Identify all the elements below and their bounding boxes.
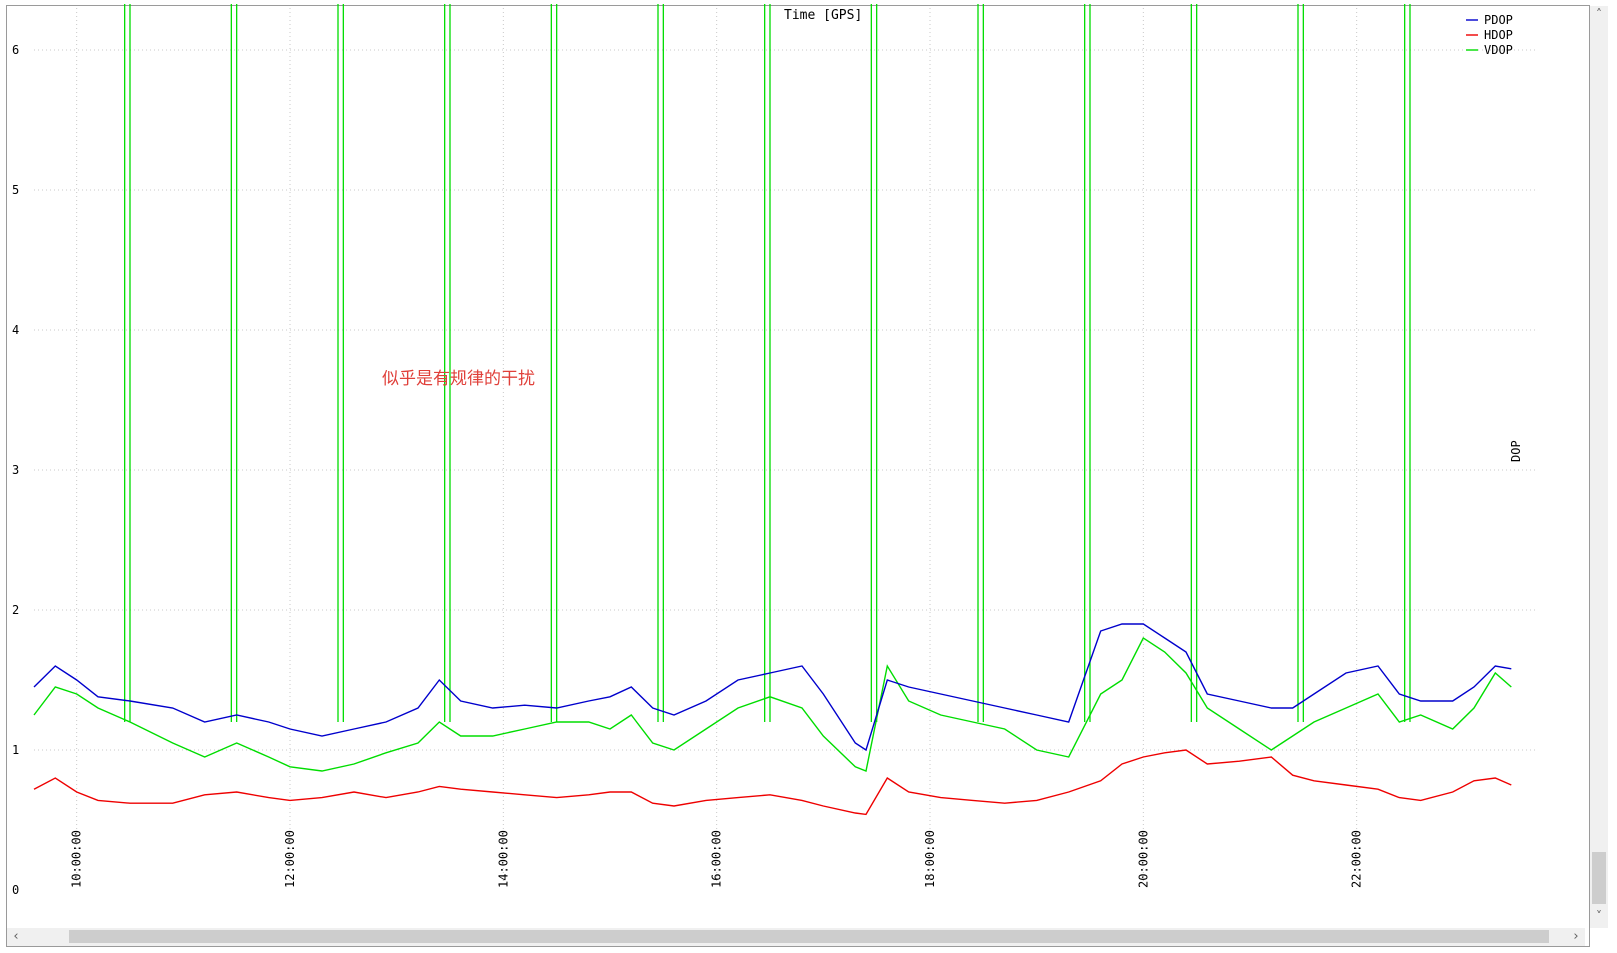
y-axis-ticks: 0 1 2 3 4 5 6: [12, 43, 19, 897]
y-tick-label: 5: [12, 183, 19, 197]
x-tick-label: 14:00:00: [496, 830, 510, 888]
chart-title: Time [GPS]: [784, 8, 862, 23]
grid-lines: [34, 8, 1538, 882]
legend-label-hdop: HDOP: [1484, 28, 1513, 42]
annotation-text: 似乎是有规律的干扰: [382, 369, 535, 389]
y-tick-label: 6: [12, 43, 19, 57]
y-tick-label: 1: [12, 743, 19, 757]
vertical-scroll-thumb[interactable]: [1592, 852, 1606, 904]
x-axis-ticks: 10:00:00 12:00:00 14:00:00 16:00:00 18:00:00…: [70, 830, 1364, 888]
x-tick-label: 10:00:00: [70, 830, 84, 888]
series-line-pdop: [33, 623, 1512, 752]
series-line-hdop: [33, 749, 1512, 816]
x-tick-label: 22:00:00: [1350, 830, 1364, 888]
vertical-scrollbar[interactable]: ˄ ˅: [1590, 6, 1608, 928]
legend-label-pdop: PDOP: [1484, 13, 1513, 27]
horizontal-scroll-thumb[interactable]: [69, 930, 1549, 943]
horizontal-scrollbar[interactable]: ‹ ›: [7, 928, 1585, 946]
dop-line-chart: 0 1 2 3 4 5 6 10:00:00 12:00:00 14:00:00 16:00:00…: [12, 4, 1538, 897]
chart-frame: [6, 5, 1590, 947]
scroll-right-icon[interactable]: ›: [1573, 929, 1579, 944]
legend-label-vdop: VDOP: [1484, 43, 1513, 57]
x-tick-label: 12:00:00: [283, 830, 297, 888]
scroll-down-icon[interactable]: ˅: [1596, 909, 1602, 923]
y-tick-label: 2: [12, 603, 19, 617]
y-tick-label: 4: [12, 323, 19, 337]
x-tick-label: 18:00:00: [923, 830, 937, 888]
scroll-up-icon[interactable]: ˄: [1596, 7, 1602, 21]
y-axis-label: DOP: [1509, 440, 1523, 462]
x-tick-label: 16:00:00: [710, 830, 724, 888]
y-tick-label: 0: [12, 883, 19, 897]
series-group: [33, 4, 1512, 816]
series-line-vdop: [33, 636, 1512, 772]
scroll-left-icon[interactable]: ‹: [13, 929, 19, 944]
y-tick-label: 3: [12, 463, 19, 477]
x-tick-label: 20:00:00: [1136, 830, 1150, 888]
